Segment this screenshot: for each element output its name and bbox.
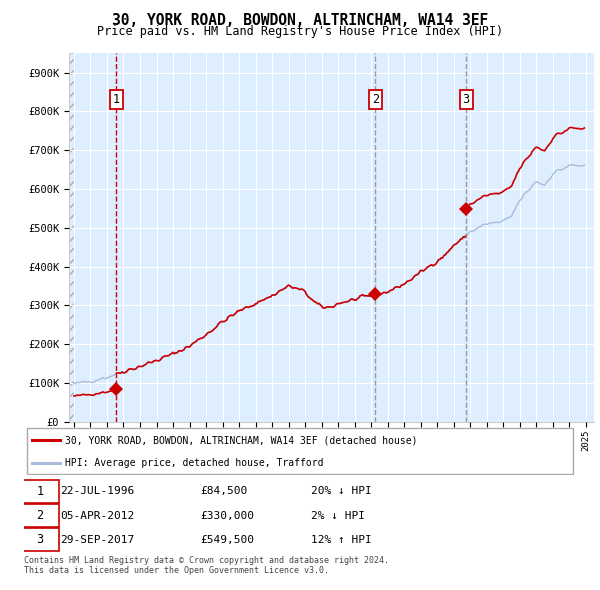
Text: 2% ↓ HPI: 2% ↓ HPI — [311, 511, 365, 520]
FancyBboxPatch shape — [27, 428, 573, 474]
Text: Price paid vs. HM Land Registry's House Price Index (HPI): Price paid vs. HM Land Registry's House … — [97, 25, 503, 38]
FancyBboxPatch shape — [21, 529, 59, 551]
Text: £84,500: £84,500 — [200, 487, 248, 497]
FancyBboxPatch shape — [21, 480, 59, 503]
Text: 2: 2 — [37, 509, 44, 522]
FancyBboxPatch shape — [21, 504, 59, 527]
Text: 3: 3 — [37, 533, 44, 546]
Text: 05-APR-2012: 05-APR-2012 — [60, 511, 134, 520]
Text: 29-SEP-2017: 29-SEP-2017 — [60, 535, 134, 545]
Text: 12% ↑ HPI: 12% ↑ HPI — [311, 535, 372, 545]
Text: 2: 2 — [372, 93, 379, 106]
Text: 1: 1 — [37, 485, 44, 498]
Text: £549,500: £549,500 — [200, 535, 254, 545]
Text: 22-JUL-1996: 22-JUL-1996 — [60, 487, 134, 497]
Text: £330,000: £330,000 — [200, 511, 254, 520]
Text: 30, YORK ROAD, BOWDON, ALTRINCHAM, WA14 3EF (detached house): 30, YORK ROAD, BOWDON, ALTRINCHAM, WA14 … — [65, 435, 418, 445]
Text: HPI: Average price, detached house, Trafford: HPI: Average price, detached house, Traf… — [65, 458, 324, 468]
Text: This data is licensed under the Open Government Licence v3.0.: This data is licensed under the Open Gov… — [24, 566, 329, 575]
Text: 3: 3 — [463, 93, 470, 106]
Text: 30, YORK ROAD, BOWDON, ALTRINCHAM, WA14 3EF: 30, YORK ROAD, BOWDON, ALTRINCHAM, WA14 … — [112, 13, 488, 28]
Text: 1: 1 — [112, 93, 119, 106]
Text: Contains HM Land Registry data © Crown copyright and database right 2024.: Contains HM Land Registry data © Crown c… — [24, 556, 389, 565]
Text: 20% ↓ HPI: 20% ↓ HPI — [311, 487, 372, 497]
